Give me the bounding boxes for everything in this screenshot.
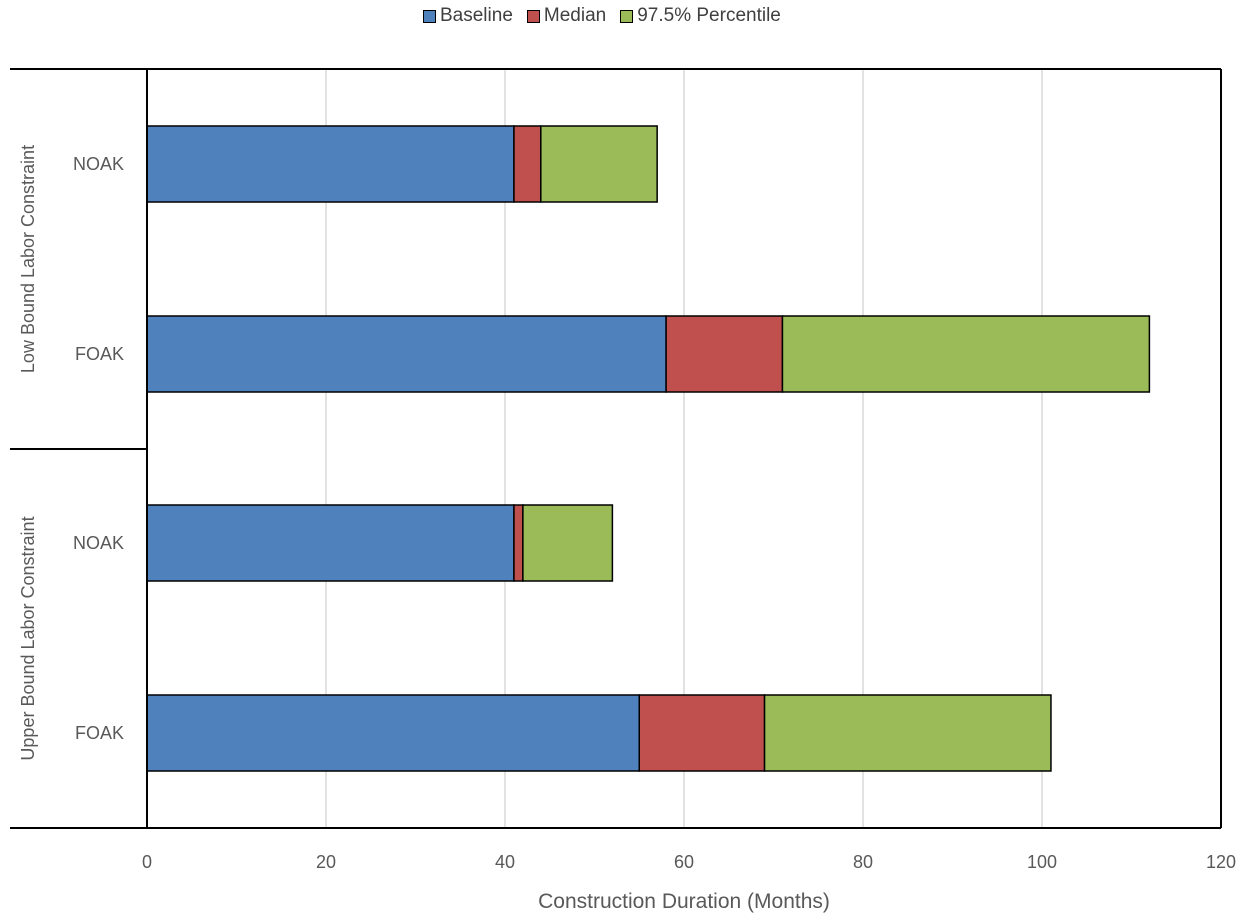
x-tick-label: 40 [495, 852, 515, 872]
x-tick-label: 80 [853, 852, 873, 872]
axis-labels: 0 20 40 60 80 100 120 NOAK FOAK NOAK FOAK Low Bound… [18, 145, 1236, 872]
legend-item-percentile: 97.5% Percentile [620, 5, 781, 27]
legend-label-baseline: Baseline [440, 5, 513, 26]
legend-label-percentile: 97.5% Percentile [637, 5, 781, 26]
bar-97-5-percentile-foak [781, 315, 1151, 393]
bar-median-noak [513, 125, 542, 203]
bar-97-5-percentile-noak [540, 125, 658, 203]
bar-median-noak [513, 504, 524, 582]
category-label: FOAK [75, 723, 124, 743]
legend-swatch-median [526, 9, 540, 23]
group-label: Upper Bound Labor Constraint [18, 516, 38, 760]
x-axis-title: Construction Duration (Months) [538, 890, 830, 913]
legend-swatch-baseline [423, 9, 436, 23]
category-label: NOAK [73, 533, 124, 553]
legend-swatch-percentile [620, 9, 634, 23]
bar-baseline-foak [146, 694, 640, 772]
x-tick-label: 100 [1027, 852, 1057, 872]
bars [146, 125, 1151, 772]
category-label: FOAK [75, 344, 124, 364]
bar-baseline-foak [146, 315, 667, 393]
x-tick-label: 20 [316, 852, 336, 872]
legend-item-median: Median [526, 5, 607, 27]
group-label: Low Bound Labor Constraint [18, 145, 38, 373]
category-label: NOAK [73, 154, 124, 174]
bar-median-foak [638, 694, 766, 772]
bar-baseline-noak [146, 504, 515, 582]
x-tick-label: 60 [674, 852, 694, 872]
legend-label-median: Median [543, 5, 607, 26]
bar-97-5-percentile-noak [522, 504, 614, 582]
x-tick-label: 120 [1206, 852, 1236, 872]
legend-item-baseline: Baseline [423, 5, 513, 27]
bar-97-5-percentile-foak [763, 694, 1052, 772]
bar-baseline-noak [146, 125, 515, 203]
plot-frame [10, 68, 1222, 829]
bar-median-foak [665, 315, 784, 393]
x-tick-label: 0 [142, 852, 152, 872]
legend: Baseline Median 97.5% Percentile [423, 4, 795, 28]
